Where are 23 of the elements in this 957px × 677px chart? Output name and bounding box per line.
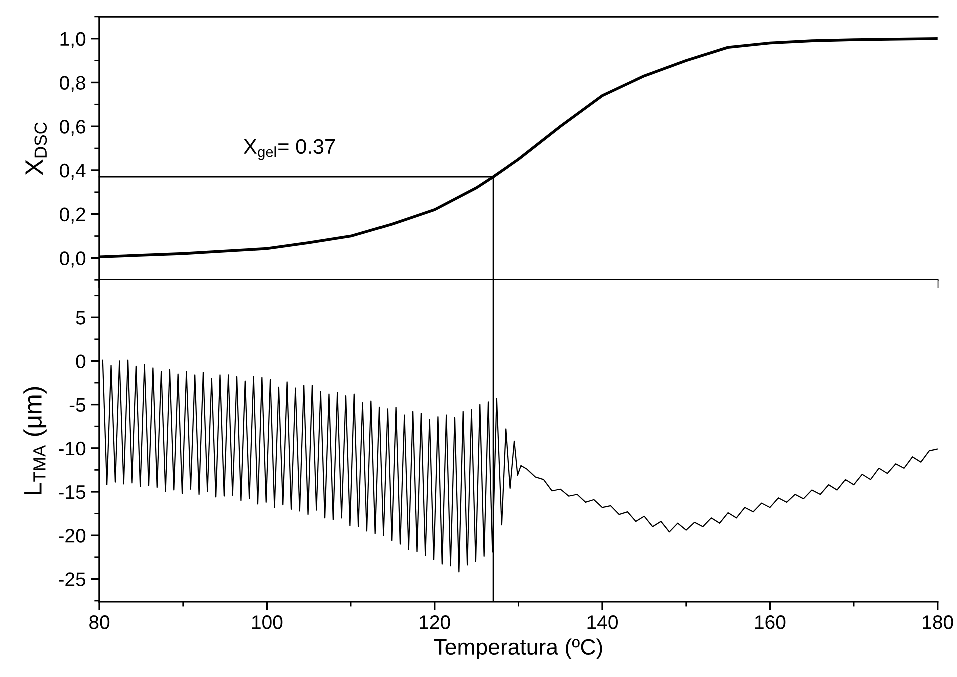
- x-tick-label: 120: [420, 616, 450, 630]
- x-axis-title: Temperatura (ºC): [434, 638, 602, 660]
- y-tick-label: 0,8: [60, 76, 86, 92]
- y-tick-label: 0,0: [60, 252, 86, 268]
- x-tick-label: 140: [588, 616, 618, 630]
- y-tick-label: 0,6: [60, 120, 86, 136]
- y-tick-label: -10: [59, 442, 86, 456]
- y-tick-label: 5: [76, 311, 86, 325]
- x-tick-label: 180: [923, 616, 954, 630]
- y-tick-label: -25: [59, 572, 86, 586]
- annotation: X$_{gel}$= 0.37: [244, 139, 336, 160]
- x-tick-label: 80: [90, 616, 110, 630]
- y-tick-label: 0,4: [60, 164, 86, 180]
- y-tick-label: -5: [70, 398, 86, 412]
- y-tick-label: 1,0: [60, 32, 86, 48]
- y-tick-label: 0: [76, 354, 86, 368]
- x-tick-label: 160: [755, 616, 786, 630]
- y-tick-label: 0,2: [60, 208, 86, 224]
- y-tick-label: -15: [59, 486, 86, 500]
- y-axis-title: L$_{TMA}$ (μm): [24, 387, 47, 494]
- y-axis-title: X$_{DSC}$: [26, 122, 48, 176]
- y-tick-label: -20: [59, 529, 86, 543]
- x-tick-label: 100: [252, 616, 283, 630]
